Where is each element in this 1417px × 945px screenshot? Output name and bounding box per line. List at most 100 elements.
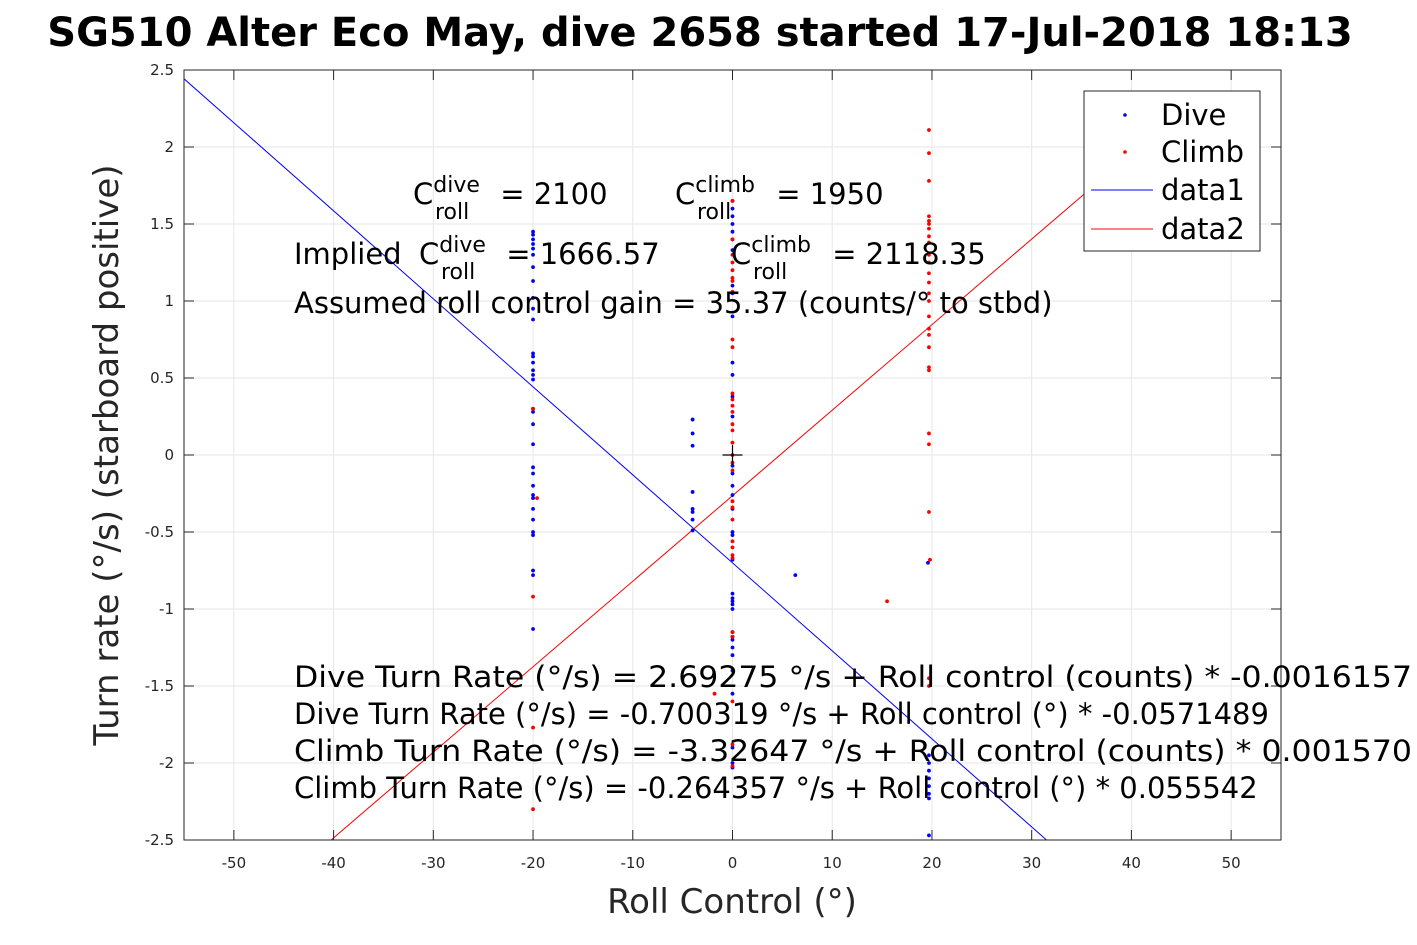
point-climb — [730, 260, 735, 265]
point-dive — [531, 483, 535, 488]
y-tick-label: -2.5 — [145, 831, 174, 849]
point-dive — [927, 791, 931, 796]
point-climb — [885, 599, 889, 604]
origin-marker — [722, 445, 743, 465]
point-dive — [690, 417, 695, 422]
x-tick-label: -30 — [421, 854, 446, 872]
data-points — [531, 128, 932, 838]
point-dive — [531, 409, 535, 414]
point-climb — [730, 289, 735, 294]
ticks — [184, 69, 1281, 841]
point-climb — [730, 499, 735, 504]
x-tick-label: -10 — [621, 854, 646, 872]
point-climb — [730, 276, 735, 280]
point-climb — [927, 314, 931, 319]
point-climb — [927, 214, 931, 219]
point-dive — [531, 627, 535, 631]
point-dive — [531, 442, 535, 447]
point-climb — [927, 431, 931, 436]
point-dive — [730, 533, 735, 537]
point-climb — [927, 345, 931, 350]
point-dive — [730, 373, 735, 377]
c-roll-dive-sup: dive — [433, 173, 480, 198]
point-climb — [730, 268, 735, 273]
point-dive — [690, 431, 695, 436]
point-dive — [926, 560, 930, 565]
point-climb — [730, 634, 735, 639]
point-dive — [531, 471, 535, 476]
point-dive — [927, 796, 931, 801]
point-dive — [730, 596, 735, 601]
point-climb — [730, 545, 735, 550]
implied-dive-sup: dive — [439, 233, 486, 258]
point-climb — [531, 807, 535, 812]
point-climb — [927, 178, 931, 183]
point-dive — [730, 414, 735, 419]
legend: Dive Climb data1 data2 — [1083, 90, 1261, 252]
legend-climb-label: Climb — [1161, 135, 1244, 169]
implied-climb-sub: roll — [753, 260, 787, 285]
point-dive — [531, 232, 535, 237]
y-tick-label: -1.5 — [145, 677, 174, 695]
point-dive — [730, 214, 735, 219]
implied-prefix: Implied — [294, 237, 411, 271]
point-dive — [531, 252, 535, 257]
c-roll-climb-sup: climb — [695, 173, 755, 198]
point-climb — [730, 742, 735, 747]
implied-climb-base: C — [731, 237, 751, 271]
point-dive — [531, 496, 535, 501]
point-dive — [730, 637, 735, 642]
point-dive — [730, 471, 735, 476]
y-tick-label: -0.5 — [145, 523, 174, 541]
point-dive — [531, 573, 535, 578]
c-roll-climb-sub: roll — [697, 200, 731, 225]
x-tick-label: -20 — [521, 854, 546, 872]
dive-degrees-equation: Dive Turn Rate (°/s) = -0.700319 °/s + R… — [294, 697, 1269, 731]
point-climb — [730, 237, 735, 242]
point-dive — [927, 776, 931, 781]
point-climb — [730, 345, 735, 350]
point-climb — [927, 365, 931, 370]
point-dive — [690, 507, 695, 511]
point-dive — [730, 463, 735, 468]
point-climb — [730, 553, 735, 557]
point-climb — [531, 594, 535, 599]
point-dive — [730, 229, 735, 234]
point-climb — [927, 226, 931, 231]
point-climb — [730, 517, 735, 522]
point-dive — [531, 507, 535, 511]
legend-data1-label: data1 — [1161, 173, 1245, 207]
series-data1-line — [184, 78, 1047, 840]
point-climb — [730, 409, 735, 414]
implied-climb-value: = 2118.35 — [823, 237, 986, 271]
point-dive — [927, 833, 931, 838]
point-climb — [730, 556, 735, 561]
point-dive — [730, 599, 735, 604]
x-axis-title: Roll Control (°) — [607, 882, 857, 922]
point-dive — [531, 306, 535, 311]
point-climb — [928, 557, 932, 562]
point-climb — [730, 422, 735, 427]
legend-data2-label: data2 — [1161, 212, 1245, 246]
point-climb — [927, 684, 931, 688]
y-tick-label: 2.5 — [150, 61, 174, 79]
point-climb — [730, 252, 735, 257]
point-climb — [927, 219, 931, 223]
point-climb — [730, 337, 735, 342]
point-dive — [730, 602, 735, 607]
point-dive — [730, 668, 735, 673]
point-climb — [535, 496, 539, 501]
point-climb — [730, 391, 735, 396]
point-climb — [927, 291, 931, 296]
point-climb — [730, 428, 735, 433]
point-dive — [531, 279, 535, 283]
implied-dive-value: = 1666.57 — [497, 237, 660, 271]
point-dive — [690, 517, 695, 522]
point-dive — [927, 784, 931, 788]
y-tick-label: 1.5 — [150, 215, 174, 233]
point-dive — [531, 351, 535, 356]
point-dive — [531, 296, 535, 300]
implied-dive-base: C — [419, 237, 439, 271]
point-dive — [531, 377, 535, 382]
point-climb — [730, 539, 735, 544]
